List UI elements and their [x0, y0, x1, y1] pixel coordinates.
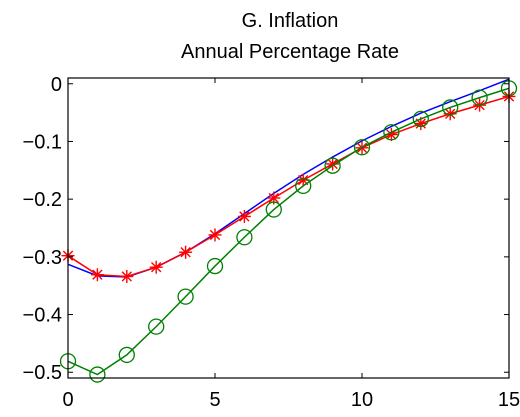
x-tick-label: 10	[351, 389, 373, 411]
series-2-point	[149, 260, 163, 274]
series-3-point	[118, 346, 135, 364]
plot-area: 0 5 10 15 0 −0.1 −0.2 −0.3 −0.4 −0.5	[23, 74, 520, 411]
x-tick-label: 15	[498, 389, 520, 411]
series-2-point	[179, 245, 193, 259]
series-2-point	[208, 228, 222, 242]
series-3-point	[206, 257, 224, 275]
plot-frame	[67, 77, 510, 379]
series-2-point	[90, 268, 104, 282]
series-3-line	[67, 87, 510, 376]
chart-title: G. Inflation	[242, 10, 339, 32]
series-3-point	[442, 99, 459, 116]
y-tick-label: −0.3	[23, 247, 62, 269]
series-3-point	[353, 139, 371, 156]
series-3-point	[295, 177, 312, 195]
series-3-point	[89, 366, 106, 383]
y-tick-label: −0.1	[23, 131, 62, 153]
chart-subtitle: Annual Percentage Rate	[181, 41, 399, 63]
series-2-line	[67, 95, 510, 278]
series-3-point	[236, 229, 253, 246]
series-2-point	[120, 269, 134, 283]
x-tick-label: 0	[62, 389, 73, 411]
series-3-point	[177, 288, 194, 305]
series-3-point	[265, 201, 282, 218]
x-tick-label: 5	[209, 389, 220, 411]
y-tick-label: −0.4	[23, 305, 62, 327]
series-2-point	[237, 209, 251, 223]
series-3-point	[412, 110, 429, 128]
series-3-point	[471, 89, 488, 106]
series-2	[61, 89, 516, 283]
series-3-point	[324, 157, 341, 174]
y-tick-label: 0	[51, 74, 62, 96]
series-3	[59, 80, 518, 383]
series-3-point	[148, 318, 165, 335]
series-3-point	[383, 124, 400, 141]
y-tick-label: −0.2	[23, 189, 62, 211]
y-tick-label: −0.5	[23, 362, 62, 384]
